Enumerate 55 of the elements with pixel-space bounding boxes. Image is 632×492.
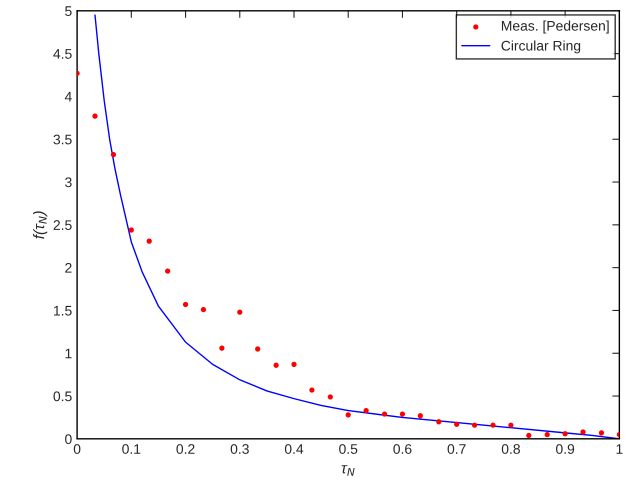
point xyxy=(508,422,514,428)
x-tick-label: 1 xyxy=(616,444,623,454)
x-tick-label: 0.1 xyxy=(122,444,140,454)
x-tick-label: 0.6 xyxy=(393,444,412,454)
y-tick-label: 3.5 xyxy=(53,134,72,144)
point xyxy=(400,411,406,417)
x-tick-label: 0.4 xyxy=(284,444,304,454)
legend-label: Circular Ring xyxy=(502,40,580,54)
point xyxy=(436,419,442,424)
point xyxy=(309,387,314,393)
y-tick-label: 4.5 xyxy=(53,49,72,59)
point xyxy=(274,362,279,368)
x-tick-label: 0.3 xyxy=(230,444,249,454)
point xyxy=(291,362,297,367)
y-tick-label: 5 xyxy=(65,6,72,16)
y-tick-label: 1 xyxy=(66,348,72,358)
x-tick-label: 0.2 xyxy=(176,444,195,454)
point xyxy=(490,422,496,428)
x-tick-label: 0.7 xyxy=(448,444,466,454)
point xyxy=(598,430,604,436)
y-tick-label: 0.5 xyxy=(53,391,72,402)
point xyxy=(418,413,423,418)
point xyxy=(237,310,242,315)
point xyxy=(165,268,170,274)
x-tick-label: 0.8 xyxy=(502,444,520,454)
y-tick-label: 1.5 xyxy=(54,306,72,316)
point xyxy=(146,238,152,244)
point xyxy=(328,394,333,400)
point xyxy=(346,412,351,418)
point xyxy=(544,432,550,438)
point xyxy=(182,302,188,308)
y-tick-label: 3 xyxy=(65,177,72,188)
point xyxy=(255,346,260,352)
legend-label: Meas. [Pedersen] xyxy=(502,20,609,34)
y-axis-title: f(τ$_{N}$) xyxy=(33,211,48,239)
y-tick-label: 0 xyxy=(65,434,72,444)
x-tick-label: 0.5 xyxy=(339,444,358,454)
y-tick-label: 2 xyxy=(65,262,72,273)
point xyxy=(364,408,369,414)
point xyxy=(200,306,206,312)
point xyxy=(454,422,460,427)
x-tick-label: 0 xyxy=(74,444,80,454)
point xyxy=(92,114,98,119)
x-tick-label: 0.9 xyxy=(556,444,574,454)
point xyxy=(472,422,478,428)
point xyxy=(128,227,134,233)
point xyxy=(562,431,568,436)
point xyxy=(219,346,224,351)
point xyxy=(526,432,532,438)
y-tick-label: 4 xyxy=(64,92,72,102)
y-tick-label: 2.5 xyxy=(54,220,72,230)
point xyxy=(110,152,116,158)
point xyxy=(382,411,388,417)
x-axis-title: τ$_{N}$ xyxy=(342,465,355,476)
point xyxy=(580,429,586,435)
